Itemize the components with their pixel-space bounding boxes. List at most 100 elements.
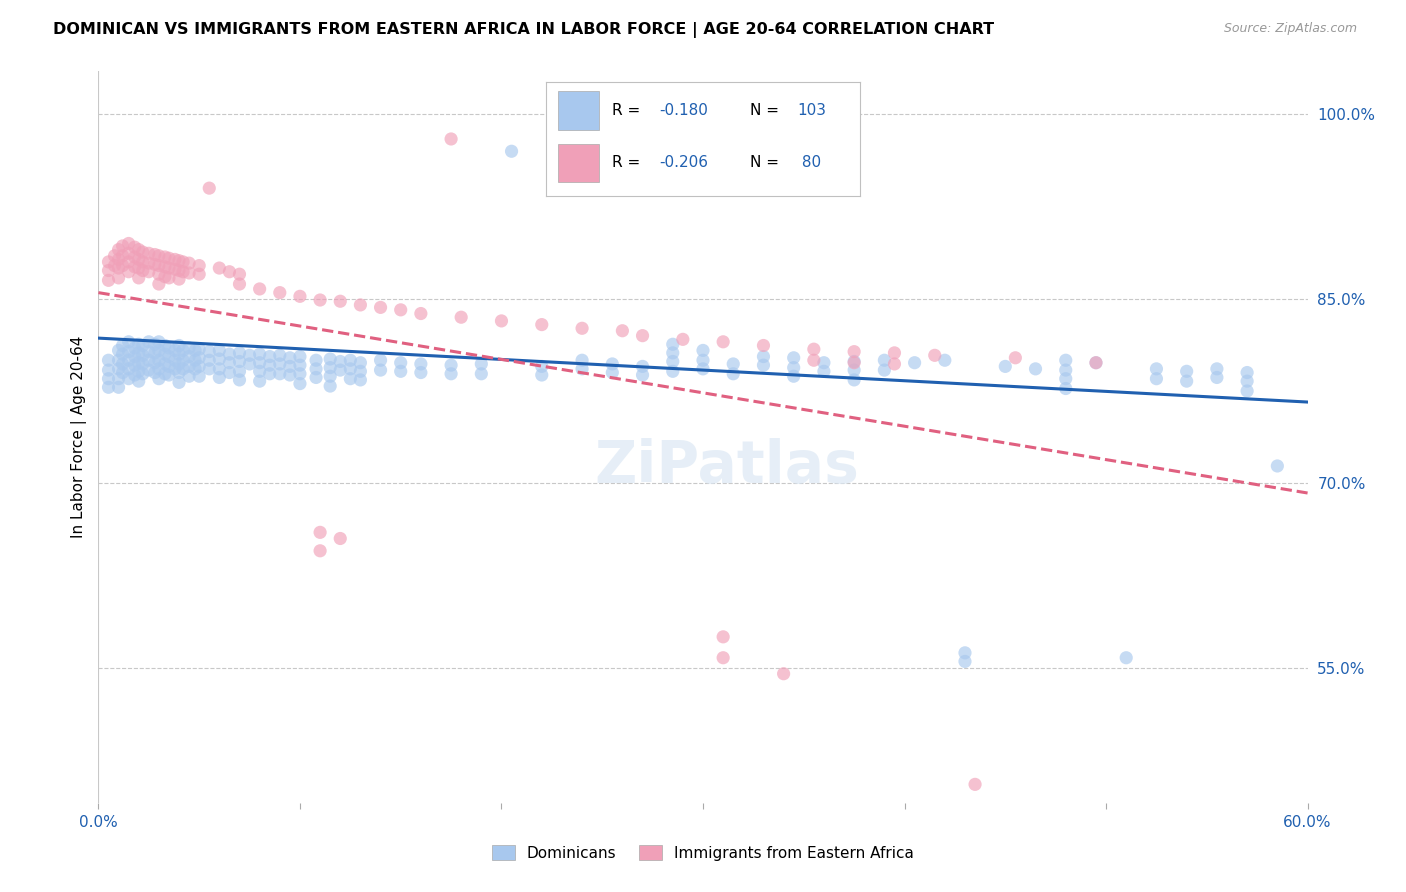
Point (783, 351, 806, 365)
Point (278, 368, 301, 382)
Point (107, 362, 129, 376)
Point (631, 328, 654, 343)
Point (723, 357, 745, 371)
Point (172, 353, 194, 368)
Point (752, 350, 775, 364)
Point (111, 338, 134, 352)
Point (179, 256, 201, 270)
Point (107, 372, 129, 386)
Point (1054, 353, 1077, 368)
Point (1054, 363, 1077, 377)
Point (349, 364, 371, 378)
Point (269, 348, 291, 362)
Point (571, 321, 593, 335)
Point (249, 347, 271, 361)
Point (228, 346, 250, 360)
Point (1054, 372, 1077, 386)
Point (692, 343, 714, 358)
Point (783, 369, 806, 384)
Point (128, 337, 150, 351)
Point (249, 282, 271, 296)
Point (132, 338, 155, 352)
Point (228, 354, 250, 368)
Point (339, 353, 361, 368)
Point (157, 251, 180, 265)
Point (288, 367, 311, 381)
Point (124, 368, 146, 382)
Point (319, 351, 342, 366)
Point (319, 379, 342, 393)
Point (124, 358, 146, 372)
Point (339, 372, 361, 386)
Point (157, 359, 180, 374)
Point (1146, 362, 1168, 376)
Point (319, 360, 342, 375)
Point (157, 261, 180, 276)
Point (259, 350, 281, 364)
Point (309, 525, 332, 540)
Point (844, 363, 866, 377)
Point (873, 353, 896, 368)
Point (167, 347, 190, 361)
Point (111, 347, 134, 361)
Point (97, 273, 120, 287)
Point (309, 543, 332, 558)
Point (883, 346, 905, 360)
Point (148, 267, 170, 281)
Point (1236, 366, 1258, 380)
Point (111, 239, 134, 253)
Point (409, 306, 432, 320)
Point (259, 358, 281, 372)
Point (138, 334, 160, 349)
Point (339, 362, 361, 376)
Point (172, 265, 194, 279)
Point (883, 357, 905, 371)
Point (965, 777, 987, 791)
Point (132, 348, 155, 362)
Point (1236, 384, 1258, 398)
Point (305, 370, 328, 384)
Point (319, 369, 342, 384)
Point (124, 240, 146, 254)
Point (97, 363, 120, 377)
Point (1267, 458, 1289, 473)
Point (179, 350, 201, 364)
Point (349, 298, 371, 312)
Point (1025, 362, 1047, 376)
Point (752, 358, 775, 372)
Point (470, 357, 492, 371)
Point (107, 243, 129, 257)
Point (138, 353, 160, 368)
Point (132, 255, 155, 269)
Point (370, 301, 392, 315)
Point (249, 356, 271, 370)
Point (184, 353, 207, 368)
Point (118, 372, 141, 386)
Point (118, 255, 141, 269)
Point (218, 356, 240, 370)
Point (167, 376, 190, 390)
Point (97, 380, 120, 394)
Point (128, 356, 150, 370)
Point (772, 666, 794, 681)
Point (228, 277, 250, 291)
Point (198, 181, 221, 195)
Point (97, 353, 120, 368)
Point (813, 364, 835, 378)
Point (188, 267, 211, 281)
Point (143, 366, 166, 380)
Point (249, 374, 271, 388)
Point (124, 350, 146, 364)
Point (305, 362, 328, 376)
Point (1085, 356, 1108, 370)
Point (1115, 650, 1137, 665)
Point (631, 359, 654, 374)
Point (118, 236, 141, 251)
Point (409, 366, 432, 380)
Point (143, 346, 166, 360)
Point (167, 357, 190, 371)
Point (239, 348, 262, 362)
Point (163, 353, 186, 368)
Point (143, 247, 166, 261)
Point (148, 362, 170, 376)
